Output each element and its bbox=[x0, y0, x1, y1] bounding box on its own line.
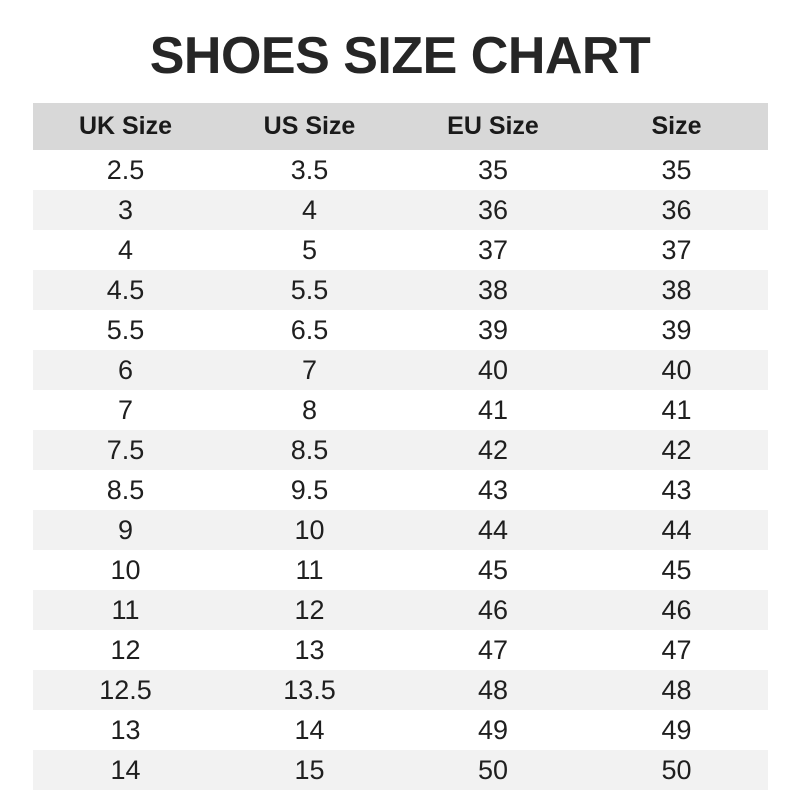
table-cell: 13.5 bbox=[283, 674, 336, 705]
table-row: 11 12 46 46 bbox=[33, 590, 768, 630]
table-cell: 14 bbox=[294, 714, 325, 745]
table-cell: 44 bbox=[661, 514, 692, 545]
table-cell: 48 bbox=[661, 674, 692, 705]
table-cell: 2.5 bbox=[106, 154, 145, 185]
table-cell: 7 bbox=[301, 354, 318, 385]
table-cell: 39 bbox=[661, 314, 692, 345]
table-cell: 10 bbox=[110, 554, 141, 585]
table-cell: 47 bbox=[477, 634, 509, 665]
table-cell: 7.5 bbox=[106, 434, 145, 465]
table-cell: 35 bbox=[477, 154, 509, 185]
table-cell: 13 bbox=[110, 714, 141, 745]
table-cell: 43 bbox=[661, 474, 692, 505]
table-cell: 36 bbox=[477, 194, 509, 225]
table-row: 10 11 45 45 bbox=[33, 550, 768, 590]
table-cell: 14 bbox=[110, 754, 141, 785]
table-cell: 12 bbox=[110, 634, 141, 665]
table-cell: 36 bbox=[661, 194, 692, 225]
column-header-size: Size bbox=[651, 112, 702, 140]
table-cell: 5.5 bbox=[290, 274, 329, 305]
table-header: UK Size US Size EU Size Size bbox=[33, 103, 768, 150]
table-cell: 10 bbox=[294, 514, 325, 545]
table-row: 8.5 9.5 43 43 bbox=[33, 470, 768, 510]
table-cell: 46 bbox=[661, 594, 692, 625]
table-cell: 47 bbox=[661, 634, 692, 665]
table-cell: 8 bbox=[301, 394, 318, 425]
table-cell: 38 bbox=[477, 274, 509, 305]
table-cell: 9 bbox=[117, 514, 134, 545]
table-cell: 4 bbox=[117, 234, 134, 265]
table-cell: 44 bbox=[477, 514, 509, 545]
column-header-us-size: US Size bbox=[263, 112, 356, 140]
table-row: 4.5 5.5 38 38 bbox=[33, 270, 768, 310]
table-cell: 5 bbox=[301, 234, 318, 265]
table-cell: 4 bbox=[301, 194, 318, 225]
table-cell: 11 bbox=[295, 554, 324, 585]
table-cell: 39 bbox=[477, 314, 509, 345]
column-header-uk-size: UK Size bbox=[78, 112, 173, 140]
table-row: 12 13 47 47 bbox=[33, 630, 768, 670]
table-cell: 40 bbox=[661, 354, 692, 385]
column-header-eu-size: EU Size bbox=[447, 112, 539, 140]
table-cell: 41 bbox=[661, 394, 692, 425]
table-body: 2.5 3.5 35 35 3 4 36 36 4 5 37 37 4.5 5.5 38 38 5.5 6.5 39… bbox=[33, 150, 768, 790]
table-row: 3 4 36 36 bbox=[33, 190, 768, 230]
table-cell: 40 bbox=[477, 354, 509, 385]
table-cell: 49 bbox=[661, 714, 692, 745]
table-cell: 15 bbox=[294, 754, 325, 785]
table-cell: 48 bbox=[477, 674, 509, 705]
table-cell: 45 bbox=[661, 554, 692, 585]
table-cell: 42 bbox=[477, 434, 509, 465]
table-cell: 12 bbox=[294, 594, 325, 625]
table-cell: 43 bbox=[477, 474, 509, 505]
table-row: 4 5 37 37 bbox=[33, 230, 768, 270]
table-cell: 37 bbox=[477, 234, 509, 265]
table-row: 7 8 41 41 bbox=[33, 390, 768, 430]
table-cell: 45 bbox=[477, 554, 509, 585]
table-row: 13 14 49 49 bbox=[33, 710, 768, 750]
table-cell: 35 bbox=[661, 154, 692, 185]
table-row: 6 7 40 40 bbox=[33, 350, 768, 390]
table-cell: 8.5 bbox=[106, 474, 145, 505]
table-cell: 50 bbox=[661, 754, 692, 785]
table-cell: 7 bbox=[117, 394, 134, 425]
table-cell: 9.5 bbox=[290, 474, 329, 505]
table-row: 14 15 50 50 bbox=[33, 750, 768, 790]
table-cell: 13 bbox=[294, 634, 325, 665]
table-cell: 41 bbox=[477, 394, 509, 425]
table-cell: 37 bbox=[661, 234, 692, 265]
table-cell: 11 bbox=[111, 594, 140, 625]
table-cell: 4.5 bbox=[106, 274, 145, 305]
table-cell: 46 bbox=[477, 594, 509, 625]
page-title: SHOES SIZE CHART bbox=[149, 27, 651, 85]
table-cell: 50 bbox=[477, 754, 509, 785]
table-cell: 42 bbox=[661, 434, 692, 465]
table-cell: 38 bbox=[661, 274, 692, 305]
table-row: 5.5 6.5 39 39 bbox=[33, 310, 768, 350]
table-header-row: UK Size US Size EU Size Size bbox=[33, 103, 768, 150]
table-cell: 8.5 bbox=[290, 434, 329, 465]
table-row: 2.5 3.5 35 35 bbox=[33, 150, 768, 190]
table-cell: 6.5 bbox=[290, 314, 329, 345]
table-cell: 3.5 bbox=[290, 154, 329, 185]
table-row: 7.5 8.5 42 42 bbox=[33, 430, 768, 470]
table-cell: 12.5 bbox=[99, 674, 152, 705]
table-cell: 6 bbox=[117, 354, 134, 385]
table-cell: 49 bbox=[477, 714, 509, 745]
table-row: 9 10 44 44 bbox=[33, 510, 768, 550]
shoes-size-table: UK Size US Size EU Size Size 2.5 3.5 35 35 3… bbox=[33, 103, 768, 790]
table-cell: 3 bbox=[117, 194, 134, 225]
table-row: 12.5 13.5 48 48 bbox=[33, 670, 768, 710]
table-cell: 5.5 bbox=[106, 314, 145, 345]
